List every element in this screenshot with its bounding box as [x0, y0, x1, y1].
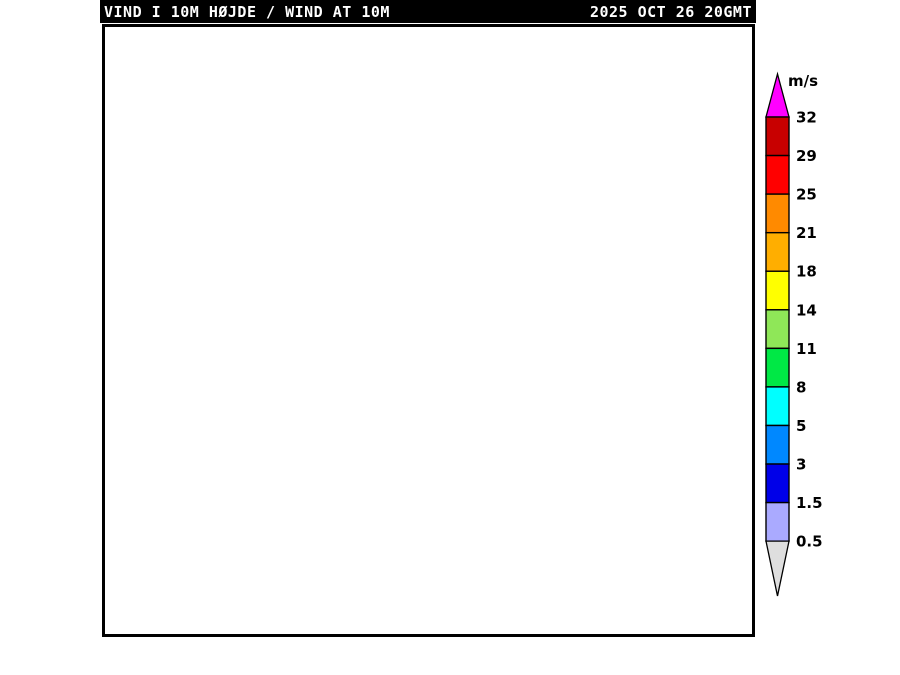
legend-band	[765, 347, 790, 388]
legend-band	[765, 386, 790, 427]
legend-band	[765, 501, 790, 542]
legend-tick-label: 32	[796, 109, 817, 127]
legend-band	[765, 270, 790, 311]
title-bar: VIND I 10M HØJDE / WIND AT 10M 2025 OCT …	[100, 0, 756, 23]
legend-top-arrow	[765, 71, 790, 118]
legend-band	[765, 463, 790, 504]
legend-unit-label: m/s	[788, 72, 818, 90]
map-border	[102, 24, 755, 637]
legend-tick-label: 3	[796, 456, 806, 474]
legend-tick-label: 11	[796, 340, 817, 358]
legend-tick-label: 1.5	[796, 494, 823, 512]
legend-band	[765, 154, 790, 195]
legend-tick-label: 5	[796, 417, 806, 435]
legend-band	[765, 309, 790, 350]
map-title: VIND I 10M HØJDE / WIND AT 10M	[104, 2, 390, 21]
legend-band	[765, 193, 790, 234]
legend-tick-label: 21	[796, 224, 817, 242]
legend-bottom-arrow	[765, 540, 790, 597]
legend-tick-label: 8	[796, 378, 806, 396]
legend-tick-label: 18	[796, 263, 817, 281]
legend-band	[765, 116, 790, 157]
land-base	[103, 25, 754, 636]
legend-tick-label: 29	[796, 147, 817, 165]
map-timestamp: 2025 OCT 26 20GMT	[589, 2, 752, 21]
legend-tick-label: 0.5	[796, 533, 823, 551]
legend-band	[765, 231, 790, 272]
legend-tick-label: 14	[796, 301, 817, 319]
legend-tick-label: 25	[796, 186, 817, 204]
legend-band	[765, 424, 790, 465]
wind-speed-legend: m/s 32 29 25 21 18 14 11 8 5 3 1.5 0.5	[765, 71, 823, 597]
